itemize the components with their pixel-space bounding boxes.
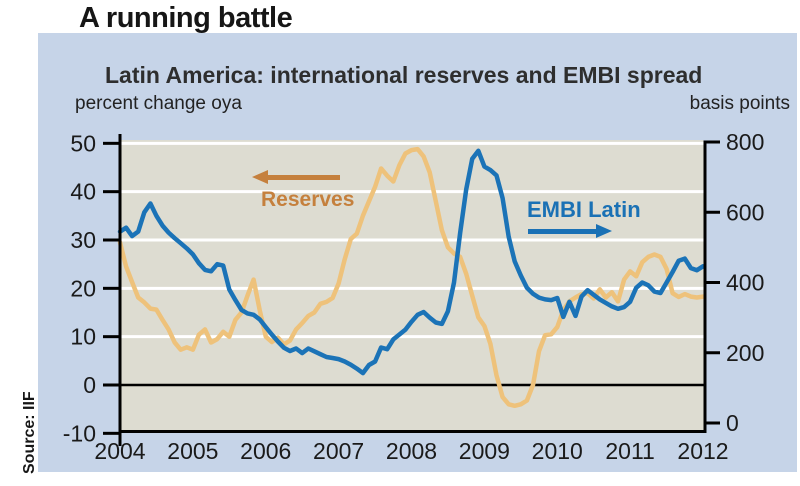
embi-arrow-right-icon [528,224,612,238]
left-axis-unit-label: percent change oya [75,93,242,114]
source-label: Source: IIF [21,391,38,474]
right-axis-tick-label: 0 [726,410,739,436]
legend-label-reserves: Reserves [261,188,355,211]
x-axis-year-label: 2010 [532,438,583,464]
arrow-head-icon [596,224,612,238]
left-axis-tick-label: 10 [70,324,96,350]
x-axis-year-label: 2006 [240,438,291,464]
page-title: A running battle [79,2,293,34]
right-axis-tick-label: 800 [726,129,764,155]
embi-latin-line [117,148,706,376]
right-axis-tick-label: 600 [726,199,764,225]
left-axis-tick-label: 20 [70,275,96,301]
x-axis-year-label: 2009 [459,438,510,464]
arrow-shaft [268,174,340,180]
reserves-arrow-left-icon [252,170,340,184]
reserves-line [117,146,706,409]
arrow-head-icon [252,170,268,184]
x-axis-year-label: 2008 [386,438,437,464]
x-axis-year-label: 2011 [605,438,654,464]
right-axis-tick-label: 200 [726,340,764,366]
x-axis-year-label: 2005 [167,438,218,464]
left-axis-tick-label: 40 [70,179,96,205]
chart-title: Latin America: international reserves an… [105,62,703,88]
right-axis-tick-label: 400 [726,270,764,296]
x-axis-year-label: 2012 [677,438,728,464]
left-axis-tick-label: 0 [83,372,96,398]
plot-background [121,140,704,431]
left-axis-tick-label: 50 [70,130,96,156]
arrow-shaft [528,228,596,234]
left-axis-tick-label: -10 [63,420,96,446]
x-axis-year-label: 2004 [94,438,145,464]
x-axis-year-label: 2007 [313,438,364,464]
right-axis-unit-label: basis points [689,93,790,114]
left-axis-tick-label: 30 [70,227,96,253]
legend-label-embi: EMBI Latin [527,197,641,222]
